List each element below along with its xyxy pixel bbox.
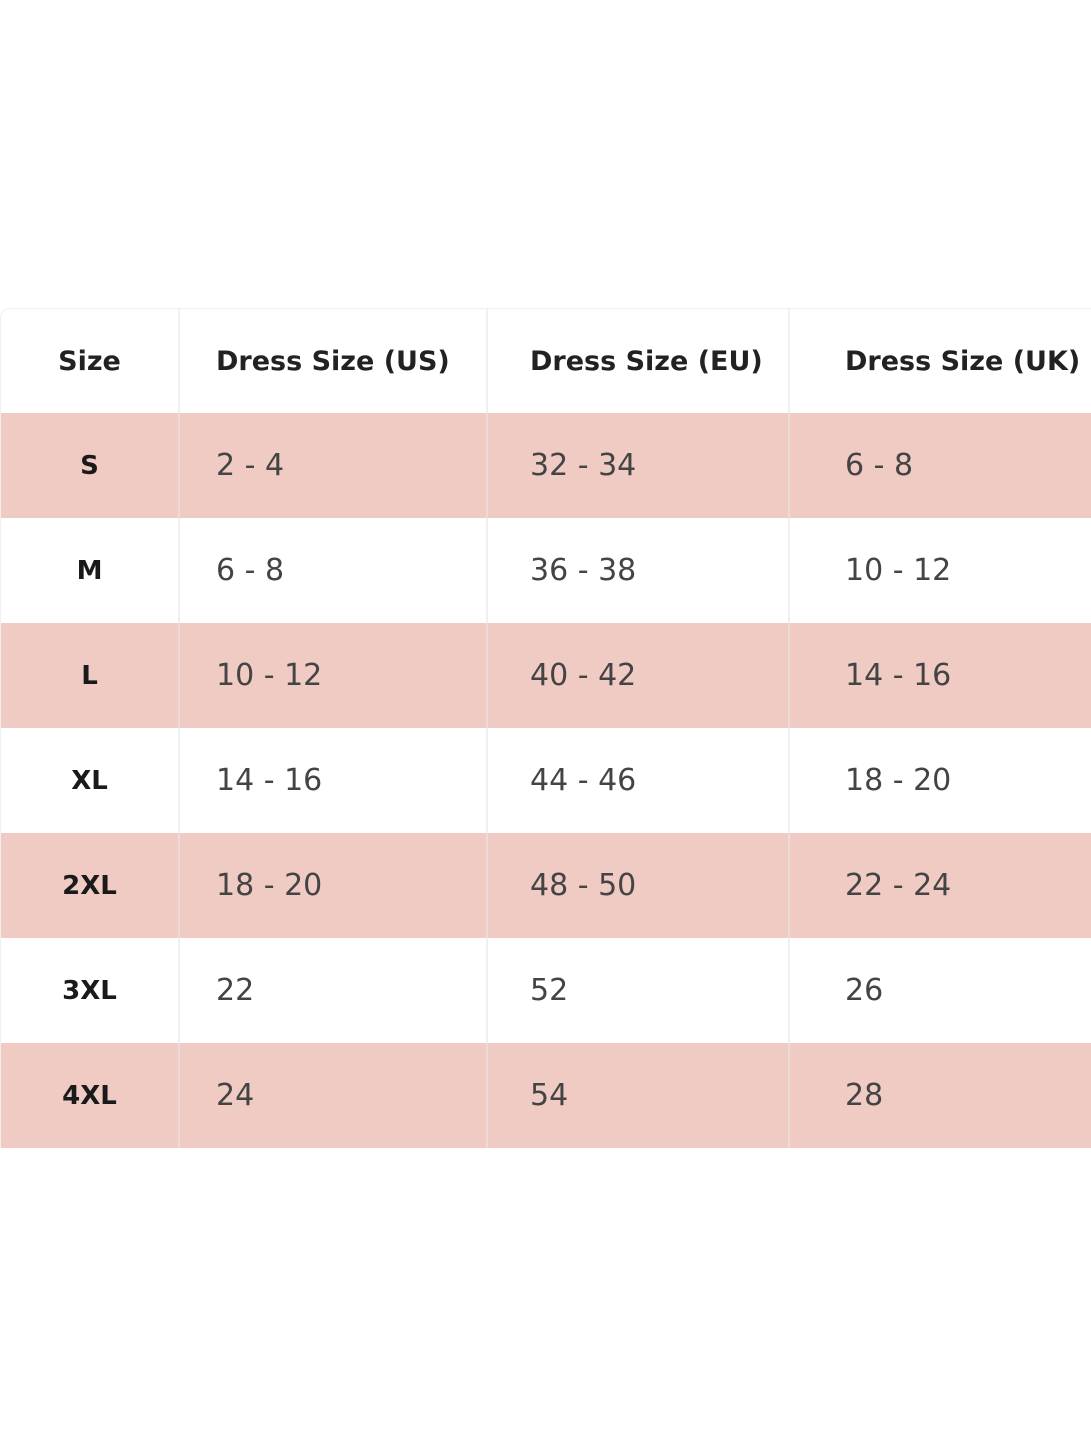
- cell-us: 24: [180, 1043, 488, 1148]
- cell-size: 3XL: [1, 938, 180, 1043]
- cell-us: 10 - 12: [180, 623, 488, 728]
- cell-size: L: [1, 623, 180, 728]
- cell-eu: 48 - 50: [488, 833, 790, 938]
- cell-eu: 36 - 38: [488, 518, 790, 623]
- cell-us: 18 - 20: [180, 833, 488, 938]
- table-row: 3XL 22 52 26: [1, 938, 1091, 1043]
- table-header-row: Size Dress Size (US) Dress Size (EU) Dre…: [1, 309, 1091, 413]
- table-row: XL 14 - 16 44 - 46 18 - 20: [1, 728, 1091, 833]
- cell-size: S: [1, 413, 180, 518]
- cell-uk: 28: [845, 1078, 884, 1113]
- cell-uk: 18 - 20: [845, 763, 952, 798]
- table-row: 4XL 24 54 28: [1, 1043, 1091, 1148]
- cell-uk: 14 - 16: [845, 658, 952, 693]
- size-chart-table: Size Dress Size (US) Dress Size (EU) Dre…: [0, 308, 1091, 1148]
- cell-size: XL: [1, 728, 180, 833]
- header-size: Size: [1, 309, 180, 413]
- cell-size: 4XL: [1, 1043, 180, 1148]
- cell-size: M: [1, 518, 180, 623]
- cell-us: 2 - 4: [180, 413, 488, 518]
- cell-uk: 10 - 12: [845, 553, 952, 588]
- header-us: Dress Size (US): [180, 309, 488, 413]
- cell-eu: 52: [488, 938, 790, 1043]
- cell-eu: 54: [488, 1043, 790, 1148]
- cell-size: 2XL: [1, 833, 180, 938]
- cell-eu: 40 - 42: [488, 623, 790, 728]
- cell-us: 6 - 8: [180, 518, 488, 623]
- table-row: 2XL 18 - 20 48 - 50 22 - 24: [1, 833, 1091, 938]
- header-uk: Dress Size (UK): [845, 345, 1081, 377]
- cell-eu: 44 - 46: [488, 728, 790, 833]
- header-eu: Dress Size (EU): [488, 309, 790, 413]
- cell-us: 22: [180, 938, 488, 1043]
- cell-uk: 22 - 24: [845, 868, 952, 903]
- cell-eu: 32 - 34: [488, 413, 790, 518]
- cell-uk: 26: [845, 973, 884, 1008]
- table-row: L 10 - 12 40 - 42 14 - 16: [1, 623, 1091, 728]
- cell-uk: 6 - 8: [845, 448, 914, 483]
- cell-us: 14 - 16: [180, 728, 488, 833]
